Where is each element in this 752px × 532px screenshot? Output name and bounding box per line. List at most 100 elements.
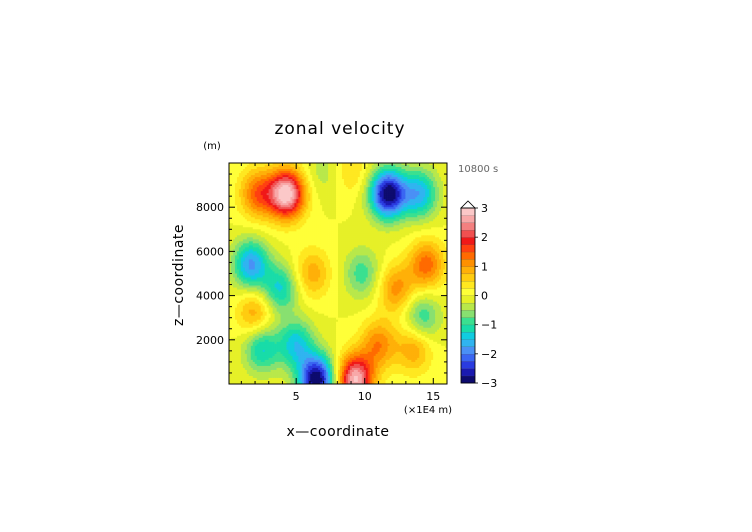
heatmap-cell bbox=[401, 217, 404, 220]
heatmap-cell bbox=[252, 227, 256, 230]
heatmap-cell bbox=[365, 197, 369, 200]
heatmap-cell bbox=[308, 251, 311, 254]
heatmap-cell bbox=[423, 203, 426, 206]
heatmap-cell bbox=[369, 241, 373, 244]
heatmap-cell bbox=[314, 169, 317, 172]
heatmap-cell bbox=[393, 167, 396, 170]
heatmap-cell bbox=[409, 205, 412, 208]
heatmap-cell bbox=[310, 203, 313, 206]
heatmap-cell bbox=[345, 163, 349, 166]
heatmap-cell bbox=[355, 165, 359, 168]
heatmap-cell bbox=[254, 249, 258, 252]
heatmap-cell bbox=[280, 219, 283, 222]
heatmap-cell bbox=[232, 191, 236, 194]
heatmap-cell bbox=[258, 173, 262, 176]
heatmap-cell bbox=[391, 191, 394, 194]
heatmap-cell bbox=[240, 203, 244, 206]
heatmap-cell bbox=[256, 169, 260, 172]
heatmap-cell bbox=[349, 245, 353, 248]
heatmap-cell bbox=[367, 211, 371, 214]
heatmap-cell bbox=[318, 197, 321, 200]
heatmap-cell bbox=[399, 189, 402, 192]
heatmap-cell bbox=[308, 227, 311, 230]
heatmap-cell bbox=[252, 239, 256, 242]
heatmap-cell bbox=[260, 163, 264, 166]
heatmap-cell bbox=[355, 243, 359, 246]
heatmap-cell bbox=[341, 199, 345, 202]
heatmap-cell bbox=[248, 243, 252, 246]
heatmap-cell bbox=[284, 211, 287, 214]
heatmap-cell bbox=[391, 173, 394, 176]
heatmap-cell bbox=[332, 251, 335, 254]
heatmap-cell bbox=[433, 207, 436, 210]
heatmap-cell bbox=[375, 171, 378, 174]
heatmap-cell bbox=[437, 231, 440, 234]
heatmap-cell bbox=[441, 171, 444, 174]
heatmap-cell bbox=[435, 185, 438, 188]
heatmap-cell bbox=[282, 191, 285, 194]
heatmap-cell bbox=[232, 195, 236, 198]
heatmap-cell bbox=[371, 179, 375, 182]
heatmap-cell bbox=[405, 189, 408, 192]
heatmap-cell bbox=[431, 165, 434, 168]
heatmap-cell bbox=[282, 249, 285, 252]
heatmap-cell bbox=[254, 217, 258, 220]
heatmap-cell bbox=[429, 187, 432, 190]
heatmap-cell bbox=[439, 233, 442, 236]
heatmap-cell bbox=[421, 215, 424, 218]
heatmap-cell bbox=[427, 187, 430, 190]
heatmap-cell bbox=[435, 189, 438, 192]
heatmap-cell bbox=[349, 237, 353, 240]
heatmap-cell bbox=[415, 239, 418, 242]
heatmap-cell bbox=[411, 175, 414, 178]
heatmap-cell bbox=[381, 233, 384, 236]
heatmap-cell bbox=[306, 239, 309, 242]
heatmap-cell bbox=[316, 227, 319, 230]
heatmap-cell bbox=[306, 179, 309, 182]
heatmap-cell bbox=[383, 165, 386, 168]
heatmap-cell bbox=[439, 207, 442, 210]
heatmap-cell bbox=[367, 241, 371, 244]
heatmap-cell bbox=[395, 217, 398, 220]
heatmap-cell bbox=[347, 209, 351, 212]
heatmap-cell bbox=[349, 227, 353, 230]
heatmap-cell bbox=[343, 171, 347, 174]
heatmap-cell bbox=[296, 165, 299, 168]
heatmap-cell bbox=[238, 213, 242, 216]
heatmap-cell bbox=[304, 251, 307, 254]
heatmap-cell bbox=[343, 189, 347, 192]
heatmap-cell bbox=[357, 171, 361, 174]
heatmap-cell bbox=[332, 201, 335, 204]
heatmap-cell bbox=[242, 171, 246, 174]
heatmap-cell bbox=[425, 205, 428, 208]
heatmap-cell bbox=[236, 179, 240, 182]
heatmap-cell bbox=[290, 213, 293, 216]
heatmap-cell bbox=[403, 245, 406, 248]
heatmap-cell bbox=[284, 165, 287, 168]
heatmap-cell bbox=[439, 201, 442, 204]
heatmap-cell bbox=[330, 245, 333, 248]
heatmap-cell bbox=[292, 199, 295, 202]
heatmap-cell bbox=[431, 209, 434, 212]
heatmap-cell bbox=[379, 241, 382, 244]
heatmap-cell bbox=[383, 197, 386, 200]
heatmap-cell bbox=[349, 225, 353, 228]
heatmap-cell bbox=[399, 191, 402, 194]
heatmap-cell bbox=[246, 207, 250, 210]
heatmap-cell bbox=[355, 167, 359, 170]
heatmap-cell bbox=[375, 225, 378, 228]
heatmap-cell bbox=[268, 229, 271, 232]
heatmap-cell bbox=[351, 167, 355, 170]
heatmap-cell bbox=[427, 223, 430, 226]
heatmap-cell bbox=[411, 189, 414, 192]
heatmap-cell bbox=[276, 167, 279, 170]
heatmap-cell bbox=[351, 215, 355, 218]
heatmap-cell bbox=[262, 233, 266, 236]
heatmap-cell bbox=[246, 209, 250, 212]
heatmap-cell bbox=[276, 251, 279, 254]
heatmap-cell bbox=[427, 237, 430, 240]
heatmap-cell bbox=[258, 245, 262, 248]
heatmap-cell bbox=[417, 231, 420, 234]
heatmap-cell bbox=[339, 167, 343, 170]
heatmap-cell bbox=[341, 193, 345, 196]
